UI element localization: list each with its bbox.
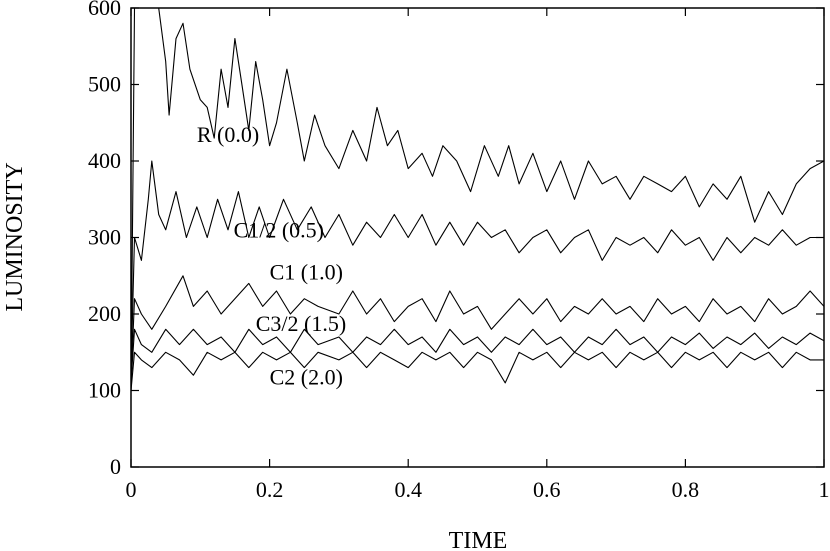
y-tick-label: 600	[88, 0, 121, 20]
series-label-1: C1/2 (0.5)	[234, 218, 324, 243]
series-line-2	[131, 275, 824, 383]
y-tick-label: 200	[88, 301, 121, 326]
series-layer	[131, 8, 824, 391]
series-line-4	[131, 351, 824, 391]
y-tick-label: 300	[88, 225, 121, 250]
series-label-4: C2 (2.0)	[270, 364, 343, 389]
x-axis-title: TIME	[449, 528, 508, 551]
x-tick-label: 0.6	[533, 477, 561, 502]
series-label-3: C3/2 (1.5)	[256, 311, 346, 336]
series-label-2: C1 (1.0)	[270, 260, 343, 285]
series-line-3	[131, 328, 824, 383]
series-line-0	[131, 8, 824, 391]
y-tick-label: 500	[88, 72, 121, 97]
x-tick-label: 0	[126, 477, 137, 502]
x-tick-label: 0.2	[256, 477, 284, 502]
series-label-0: R (0.0)	[197, 122, 259, 147]
tick-layer: 0 100 200 300 400 500 600 0 0.2 0.4 0.6 0.8 1	[88, 0, 830, 502]
y-tick-label: 0	[110, 454, 121, 479]
y-axis-title: LUMINOSITY	[2, 162, 28, 311]
x-tick-label: 0.8	[672, 477, 700, 502]
y-tick-label: 100	[88, 378, 121, 403]
x-tick-label: 0.4	[394, 477, 422, 502]
y-tick-label: 400	[88, 148, 121, 173]
x-tick-label: 1	[819, 477, 830, 502]
series-label-layer: R (0.0) C1/2 (0.5) C1 (1.0) C3/2 (1.5) C2 (2…	[197, 122, 346, 390]
series-line-1	[131, 160, 824, 376]
